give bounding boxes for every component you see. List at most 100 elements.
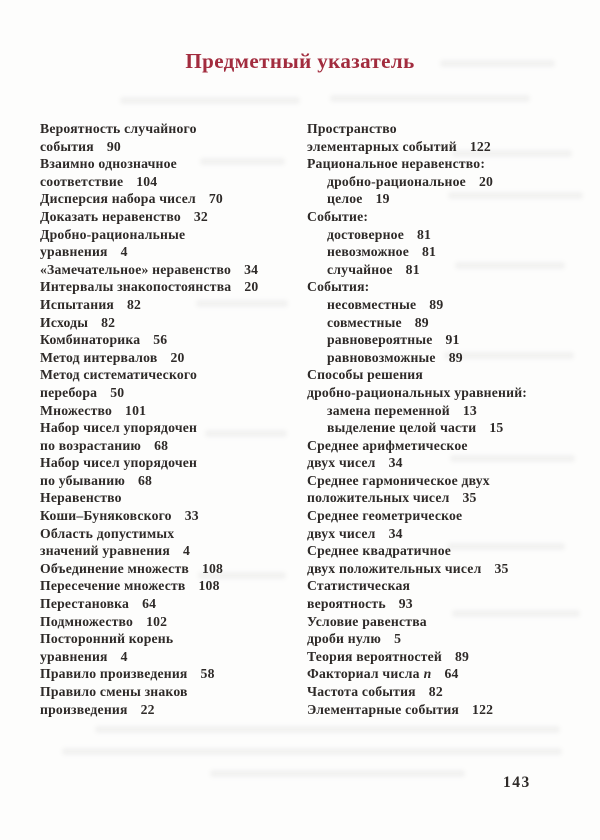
index-term: Посторонний корень bbox=[40, 631, 174, 647]
index-term: целое bbox=[327, 191, 363, 207]
index-entry-line: Неравенство bbox=[40, 489, 302, 507]
index-column-left: Вероятность случайного события 90 Взаимно о… bbox=[40, 120, 302, 718]
index-entry-line: Набор чисел упорядочен bbox=[40, 419, 302, 437]
index-term: по возрастанию bbox=[40, 437, 142, 453]
index-entry-line: «Замечательное» неравенство 34 bbox=[40, 261, 302, 279]
index-term: значений уравнения bbox=[40, 543, 170, 559]
bleed-through-artifact bbox=[62, 748, 562, 755]
index-term: События: bbox=[307, 279, 370, 295]
index-entry-line: Событие: bbox=[307, 208, 585, 226]
index-entry-line: дроби нулю 5 bbox=[307, 630, 585, 648]
index-page-number: 35 bbox=[494, 560, 509, 576]
index-page-number: 56 bbox=[153, 332, 168, 348]
index-term: двух чисел bbox=[307, 525, 376, 541]
index-page-number: 15 bbox=[489, 420, 504, 436]
index-page-number: 5 bbox=[394, 631, 402, 647]
index-term: Теория вероятностей bbox=[307, 648, 442, 664]
index-entry-line: дробно-рациональное 20 bbox=[307, 173, 585, 191]
index-entry-line: Исходы 82 bbox=[40, 314, 302, 332]
index-term: Частота события bbox=[307, 684, 416, 699]
index-page-number: 4 bbox=[120, 648, 128, 664]
index-page-number: 4 bbox=[183, 543, 191, 559]
index-term: Дробно-рациональные bbox=[40, 226, 186, 242]
bleed-through-artifact bbox=[452, 610, 580, 617]
index-entry-line: Подмножество 102 bbox=[40, 613, 302, 631]
index-entry-line: Правило произведения 58 bbox=[40, 665, 302, 683]
index-page-number: 82 bbox=[101, 314, 116, 330]
index-entry-line: значений уравнения 4 bbox=[40, 542, 302, 560]
index-page-number: 81 bbox=[405, 261, 420, 277]
index-term: Способы решения bbox=[307, 367, 423, 383]
index-entry-line: Дробно-рациональные bbox=[40, 226, 302, 244]
index-page-number: 82 bbox=[428, 684, 443, 699]
index-term: Правило смены знаков bbox=[40, 684, 188, 699]
bleed-through-artifact bbox=[95, 726, 560, 733]
index-entry-line: Метод систематического bbox=[40, 366, 302, 384]
index-term: двух чисел bbox=[307, 455, 376, 471]
index-entry-line: случайное 81 bbox=[307, 261, 585, 279]
index-page-number: 58 bbox=[200, 666, 215, 682]
bleed-through-artifact bbox=[450, 455, 575, 462]
index-entry-line: двух чисел 34 bbox=[307, 525, 585, 543]
index-entry-line: Среднее геометрическое bbox=[307, 507, 585, 525]
index-entry-line: равновозможные 89 bbox=[307, 349, 585, 367]
index-term: двух положительных чисел bbox=[307, 560, 482, 576]
index-entry-line: Дисперсия набора чисел 70 bbox=[40, 190, 302, 208]
index-term: Событие: bbox=[307, 208, 369, 224]
index-entry-line: Область допустимых bbox=[40, 525, 302, 543]
index-term-variable: n bbox=[423, 666, 432, 682]
bleed-through-artifact bbox=[452, 150, 572, 157]
index-term: Вероятность случайного bbox=[40, 121, 197, 136]
index-entry-line: Набор чисел упорядочен bbox=[40, 454, 302, 472]
bleed-through-artifact bbox=[444, 352, 574, 359]
index-term: уравнения bbox=[40, 244, 108, 260]
index-term: уравнения bbox=[40, 648, 108, 664]
index-entry-line: Коши–Буняковского 33 bbox=[40, 507, 302, 525]
index-entry-line: Интервалы знакопостоянства 20 bbox=[40, 278, 302, 296]
index-page-number: 122 bbox=[469, 138, 491, 154]
index-page-number: 91 bbox=[445, 332, 460, 348]
index-page-number: 93 bbox=[398, 596, 413, 612]
index-entry-line: несовместные 89 bbox=[307, 296, 585, 314]
index-page-number: 20 bbox=[170, 349, 185, 365]
index-page-number: 33 bbox=[184, 508, 199, 524]
bleed-through-artifact bbox=[455, 262, 565, 269]
bleed-through-artifact bbox=[210, 770, 465, 777]
index-page-number: 102 bbox=[146, 613, 168, 629]
index-term: Метод интервалов bbox=[40, 349, 158, 365]
index-entry-line: двух чисел 34 bbox=[307, 454, 585, 472]
index-entry-line: по возрастанию 68 bbox=[40, 437, 302, 455]
index-entry-line: вероятность 93 bbox=[307, 595, 585, 613]
index-entry-line: достоверное 81 bbox=[307, 226, 585, 244]
index-entry-line: Множество 101 bbox=[40, 402, 302, 420]
index-term: Рациональное неравенство: bbox=[307, 156, 486, 172]
bleed-through-artifact bbox=[120, 97, 300, 104]
index-term: Среднее квадратичное bbox=[307, 543, 452, 559]
index-page-number: 101 bbox=[125, 402, 147, 418]
index-term: дроби нулю bbox=[307, 631, 382, 647]
index-page-number: 81 bbox=[416, 226, 432, 242]
index-entry-line: Способы решения bbox=[307, 366, 585, 384]
index-term: соответствие bbox=[40, 173, 124, 189]
index-term: вероятность bbox=[307, 596, 386, 612]
index-entry-line: равновероятные 91 bbox=[307, 331, 585, 349]
index-term: дробно-рациональное bbox=[327, 173, 466, 189]
index-term: события bbox=[40, 138, 94, 154]
bleed-through-artifact bbox=[198, 572, 286, 579]
index-term: совместные bbox=[327, 314, 402, 330]
index-page-number: 50 bbox=[110, 384, 125, 400]
index-entry-line: Факториал числа n 64 bbox=[307, 665, 585, 683]
index-entry-line: уравнения 4 bbox=[40, 243, 302, 261]
index-term: Испытания bbox=[40, 296, 115, 312]
index-entry-line: элементарных событий 122 bbox=[307, 138, 585, 156]
index-entry-line: Условие равенства bbox=[307, 613, 585, 631]
index-entry-line: Объединение множеств 108 bbox=[40, 560, 302, 578]
index-entry-line: события 90 bbox=[40, 138, 302, 156]
index-term: равновозможные bbox=[327, 349, 436, 365]
index-term: Дисперсия набора чисел bbox=[40, 191, 196, 207]
bleed-through-artifact bbox=[196, 300, 288, 307]
index-page-number: 108 bbox=[198, 578, 220, 594]
index-term: Подмножество bbox=[40, 613, 134, 629]
page-title: Предметный указатель bbox=[185, 49, 415, 73]
